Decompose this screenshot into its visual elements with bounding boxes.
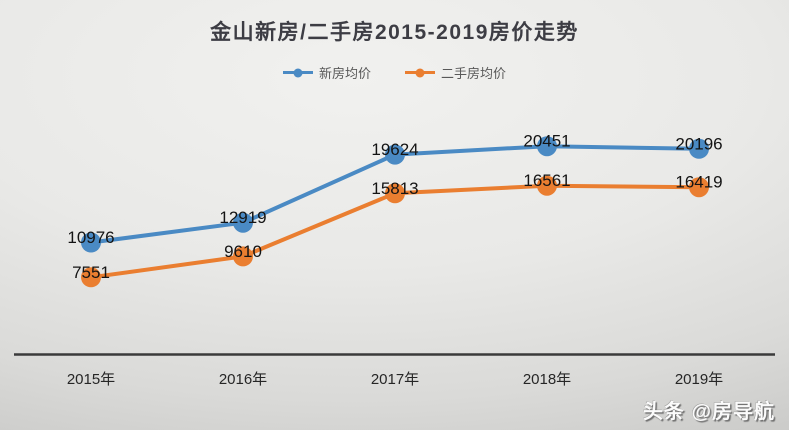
data-label: 10976 xyxy=(67,228,114,247)
x-tick-label: 2019年 xyxy=(675,371,723,388)
watermark: 头条 @房导航 xyxy=(643,395,775,424)
legend-label: 二手房均价 xyxy=(441,66,507,81)
data-label: 20196 xyxy=(675,134,722,153)
chart-title: 金山新房/二手房2015-2019房价走势 xyxy=(210,21,579,44)
data-label: 16561 xyxy=(523,171,570,190)
data-label: 20451 xyxy=(523,132,570,151)
x-tick-label: 2017年 xyxy=(371,371,419,388)
data-point xyxy=(385,183,405,204)
legend-marker-icon xyxy=(405,71,435,74)
data-point xyxy=(537,136,557,157)
data-point xyxy=(537,175,557,196)
x-tick-label: 2016年 xyxy=(219,371,267,388)
legend-item-0: 新房均价 xyxy=(282,63,371,82)
data-point xyxy=(385,144,405,165)
data-point xyxy=(81,232,101,253)
data-label: 16419 xyxy=(675,173,722,192)
legend-label: 新房均价 xyxy=(318,66,371,81)
data-label: 15813 xyxy=(371,179,418,198)
data-point xyxy=(81,267,101,288)
watermark-text: 头条 @房导航 xyxy=(642,401,775,423)
data-label: 9610 xyxy=(224,242,262,261)
data-label: 12919 xyxy=(219,208,266,227)
data-label: 7551 xyxy=(72,263,110,282)
data-point xyxy=(689,177,709,198)
legend: 新房均价 二手房均价 xyxy=(0,63,789,82)
data-point xyxy=(689,138,709,159)
x-tick-label: 2018年 xyxy=(523,371,571,388)
data-label: 19624 xyxy=(371,140,418,159)
x-tick-label: 2015年 xyxy=(67,371,115,388)
data-point xyxy=(233,212,253,233)
legend-item-1: 二手房均价 xyxy=(405,63,506,82)
data-point xyxy=(233,246,253,267)
legend-marker-icon xyxy=(282,71,313,74)
